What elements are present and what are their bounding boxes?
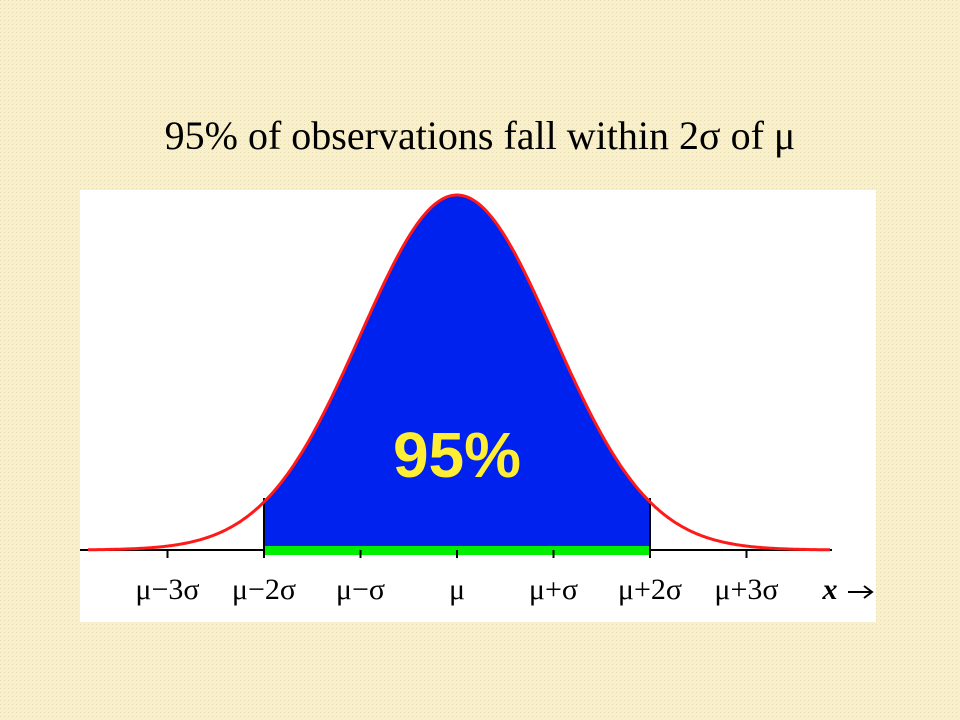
slide-title: 95% of observations fall within 2σ of μ: [165, 113, 796, 158]
tick-label: μ: [449, 573, 465, 606]
density-curve: [87, 193, 830, 552]
tick-label: μ−2σ: [232, 573, 296, 606]
tick-label: μ+3σ: [714, 573, 778, 606]
axis-arrow: [848, 585, 874, 599]
normal-curve-diagram: 95% x μ−3σ μ−2σ μ−σ μ μ+σ μ+2σ μ+3σ: [80, 190, 876, 622]
shaded-area: [264, 195, 650, 550]
area-label: 95%: [393, 419, 521, 491]
tick-label: μ+2σ: [618, 573, 682, 606]
axis-label: x: [822, 573, 838, 606]
tick-label: μ−σ: [336, 573, 385, 606]
tick-label: μ−3σ: [135, 573, 199, 606]
tick-label: μ+σ: [529, 573, 578, 606]
